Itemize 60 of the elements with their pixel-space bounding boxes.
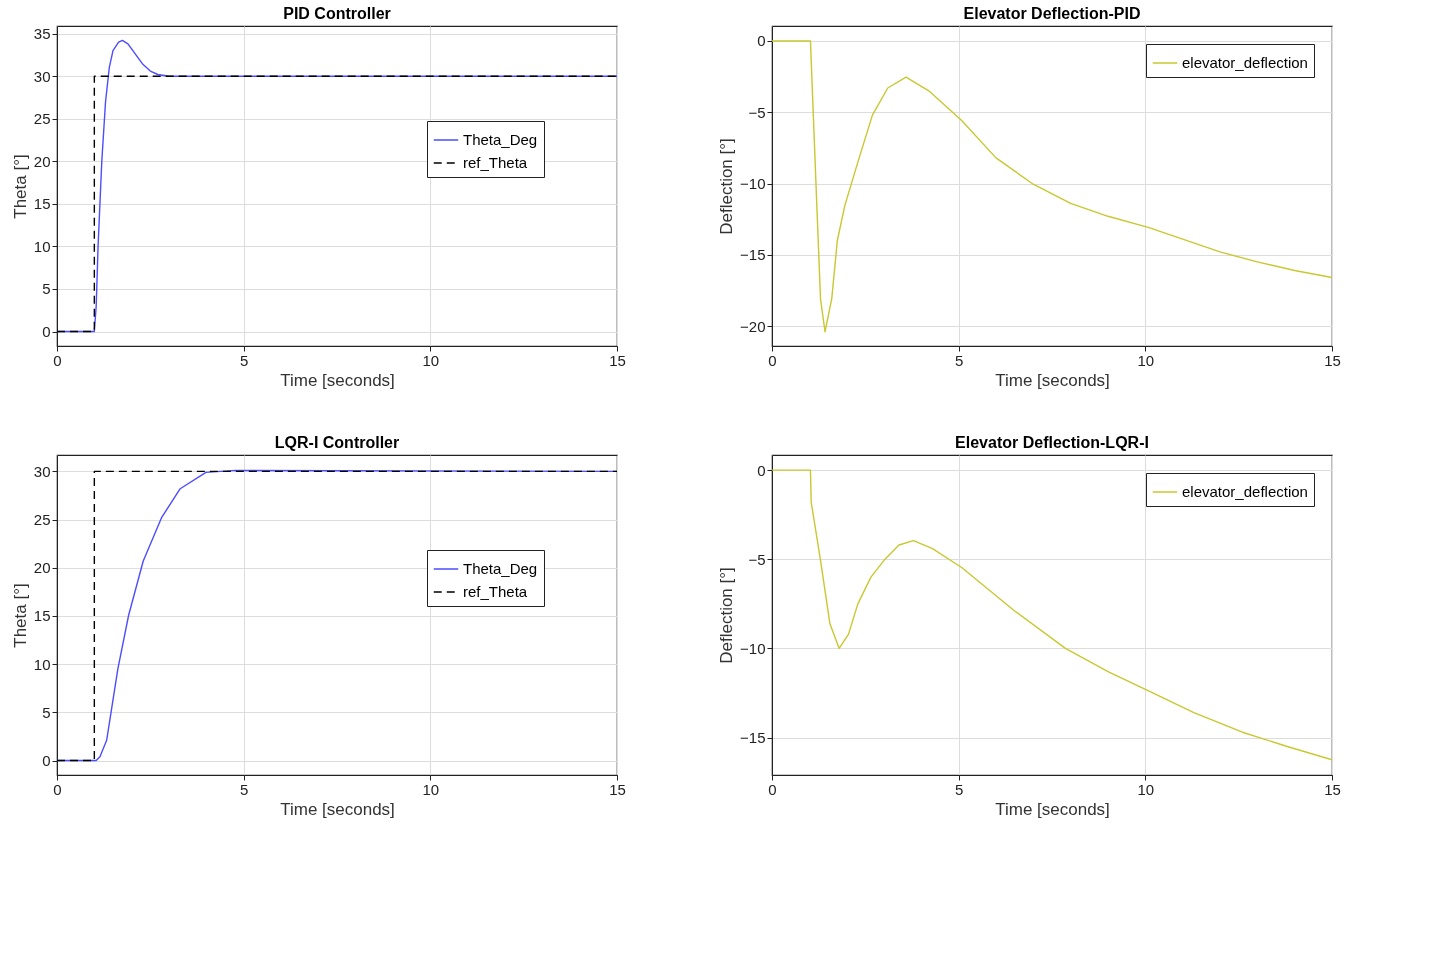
legend-label: Theta_Deg: [463, 131, 538, 148]
x-axis-title: Time [seconds]: [995, 799, 1110, 819]
y-tick-label: 0: [757, 461, 766, 479]
y-axis-title: Deflection [°]: [717, 567, 737, 664]
x-axis-title: Time [seconds]: [280, 370, 395, 390]
y-tick-label: 15: [33, 195, 51, 213]
x-tick-label: 15: [1324, 351, 1341, 369]
x-tick-label: 15: [609, 351, 626, 369]
x-tick-label: 10: [1137, 780, 1155, 798]
y-tick-label: 0: [42, 752, 51, 770]
x-tick-label: 5: [954, 780, 964, 798]
legend-label: ref_Theta: [463, 154, 528, 171]
y-tick-label: 10: [33, 655, 51, 673]
x-axis-title: Time [seconds]: [280, 799, 395, 819]
chart-title: PID Controller: [283, 5, 391, 22]
y-tick-label: 20: [33, 559, 51, 577]
x-tick-label: 10: [422, 780, 440, 798]
y-tick-label: −20: [740, 317, 766, 335]
x-tick-label: 15: [609, 780, 626, 798]
y-tick-label: 0: [42, 323, 51, 341]
x-tick-label: 5: [954, 351, 964, 369]
x-tick-label: 5: [239, 351, 249, 369]
x-tick-label: 0: [53, 780, 62, 798]
legend-label: elevator_deflection: [1182, 483, 1308, 500]
chart-title: Elevator Deflection-LQR-I: [955, 434, 1149, 451]
legend-label: elevator_deflection: [1182, 54, 1308, 71]
x-tick-label: 15: [1324, 780, 1341, 798]
chart-title: Elevator Deflection-PID: [963, 5, 1141, 22]
y-tick-label: −5: [748, 550, 766, 568]
x-tick-label: 0: [768, 351, 777, 369]
y-tick-label: 30: [33, 462, 51, 480]
x-tick-label: 5: [239, 780, 249, 798]
y-tick-label: 20: [33, 152, 51, 170]
legend-label: Theta_Deg: [463, 560, 538, 577]
y-tick-label: 5: [42, 280, 51, 298]
y-tick-label: −10: [740, 175, 766, 193]
y-tick-label: −10: [740, 639, 766, 657]
line-series: [772, 469, 1332, 761]
x-tick-label: 0: [53, 351, 62, 369]
x-tick-label: 10: [1137, 351, 1155, 369]
line-series: [772, 40, 1332, 333]
y-tick-label: 15: [33, 607, 51, 625]
x-tick-label: 10: [422, 351, 440, 369]
y-tick-label: 10: [33, 237, 51, 255]
y-tick-label: 0: [757, 32, 766, 50]
legend-label: ref_Theta: [463, 583, 528, 600]
y-axis-title: Deflection [°]: [717, 138, 737, 235]
y-tick-label: −5: [748, 103, 766, 121]
y-tick-label: 25: [33, 511, 51, 529]
x-axis-title: Time [seconds]: [995, 370, 1110, 390]
chart-title: LQR-I Controller: [274, 434, 400, 451]
x-tick-label: 0: [768, 780, 777, 798]
y-tick-label: 35: [33, 25, 51, 43]
y-axis-title: Theta [°]: [10, 154, 30, 219]
y-tick-label: −15: [740, 729, 766, 747]
y-tick-label: 5: [42, 703, 51, 721]
y-axis-title: Theta [°]: [10, 583, 30, 648]
y-tick-label: −15: [740, 246, 766, 264]
y-tick-label: 25: [33, 110, 51, 128]
y-tick-label: 30: [33, 67, 51, 85]
